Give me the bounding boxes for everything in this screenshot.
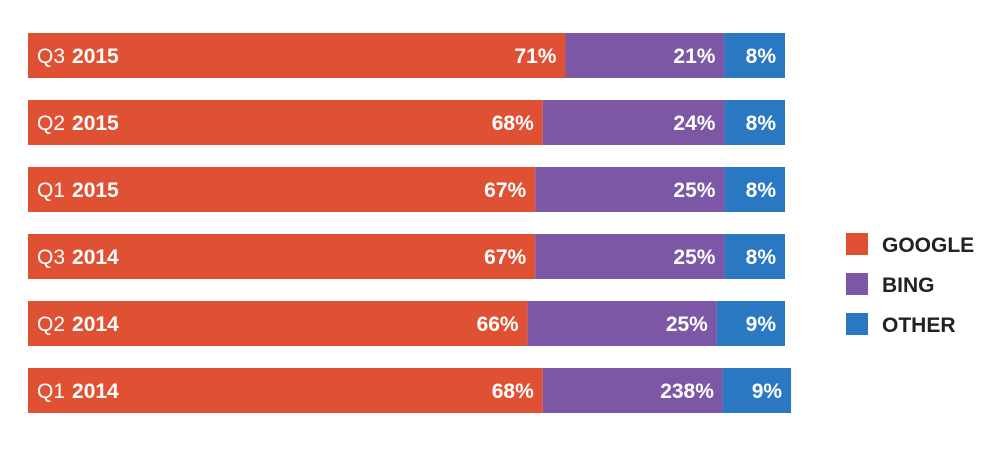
bar-segment-bing bbox=[527, 301, 717, 346]
bar-segment-bing bbox=[542, 368, 723, 413]
bar-row: 68% 24% 8% Q2 2015 bbox=[28, 100, 785, 145]
legend-label: GOOGLE bbox=[882, 234, 974, 257]
category-label: Q1 2014 bbox=[37, 380, 119, 403]
data-label: 8% bbox=[746, 112, 777, 135]
category-year: 2015 bbox=[72, 45, 119, 68]
category-year: 2014 bbox=[72, 313, 119, 336]
bar-segment-bing bbox=[542, 100, 725, 145]
bar-segment-other bbox=[722, 368, 792, 413]
category-year: 2015 bbox=[72, 112, 119, 135]
legend: GOOGLE BING OTHER bbox=[846, 233, 974, 337]
bar-segment-bing bbox=[535, 234, 725, 279]
legend-item-other: OTHER bbox=[846, 313, 956, 337]
bar-segment-google bbox=[28, 301, 528, 346]
category-quarter: Q2 bbox=[37, 112, 65, 135]
category-quarter: Q3 bbox=[37, 45, 65, 68]
data-label: 67% bbox=[484, 246, 526, 269]
category-quarter: Q1 bbox=[37, 179, 65, 202]
data-label: 8% bbox=[746, 179, 777, 202]
data-label: 238% bbox=[660, 380, 714, 403]
bar-row: 68% 238% 9% Q1 2014 bbox=[28, 368, 792, 413]
bar-row: 66% 25% 9% Q2 2014 bbox=[28, 301, 785, 346]
bar-segment-google bbox=[28, 100, 543, 145]
bar-segment-bing bbox=[565, 33, 725, 78]
bar-segment-google bbox=[28, 368, 543, 413]
category-label: Q3 2014 bbox=[37, 246, 119, 269]
bar-row: 67% 25% 8% Q1 2015 bbox=[28, 167, 785, 212]
data-label: 21% bbox=[673, 45, 715, 68]
bar-segment-other bbox=[724, 33, 785, 78]
bar-segment-google bbox=[28, 33, 566, 78]
bar-segment-other bbox=[716, 301, 785, 346]
legend-swatch bbox=[846, 313, 868, 335]
category-year: 2014 bbox=[72, 380, 119, 403]
data-label: 66% bbox=[477, 313, 519, 336]
legend-item-bing: BING bbox=[846, 273, 935, 297]
data-label: 25% bbox=[666, 313, 708, 336]
category-year: 2015 bbox=[72, 179, 119, 202]
bar-row: 71% 21% 8% Q3 2015 bbox=[28, 33, 785, 78]
bar-segment-bing bbox=[535, 167, 725, 212]
data-label: 25% bbox=[673, 246, 715, 269]
category-quarter: Q1 bbox=[37, 380, 65, 403]
category-label: Q3 2015 bbox=[37, 45, 119, 68]
bar-segment-google bbox=[28, 167, 536, 212]
bar-segment-google bbox=[28, 234, 536, 279]
legend-item-google: GOOGLE bbox=[846, 233, 974, 257]
data-label: 68% bbox=[492, 112, 534, 135]
bar-segment-other bbox=[724, 100, 785, 145]
legend-label: OTHER bbox=[882, 314, 956, 337]
category-label: Q2 2015 bbox=[37, 112, 119, 135]
data-label: 8% bbox=[746, 246, 777, 269]
data-label: 68% bbox=[492, 380, 534, 403]
legend-swatch bbox=[846, 273, 868, 295]
data-label: 9% bbox=[752, 380, 783, 403]
category-label: Q2 2014 bbox=[37, 313, 119, 336]
data-label: 24% bbox=[673, 112, 715, 135]
legend-label: BING bbox=[882, 274, 935, 297]
category-quarter: Q2 bbox=[37, 313, 65, 336]
legend-swatch bbox=[846, 233, 868, 255]
data-label: 71% bbox=[514, 45, 556, 68]
bar-segment-other bbox=[724, 234, 785, 279]
data-label: 8% bbox=[746, 45, 777, 68]
data-label: 25% bbox=[673, 179, 715, 202]
category-quarter: Q3 bbox=[37, 246, 65, 269]
bars-group: 71% 21% 8% Q3 2015 68% 24% 8% Q2 2015 67% 25% 8% Q1 20… bbox=[28, 33, 792, 413]
data-label: 9% bbox=[746, 313, 777, 336]
data-label: 67% bbox=[484, 179, 526, 202]
bar-row: 67% 25% 8% Q3 2014 bbox=[28, 234, 785, 279]
category-year: 2014 bbox=[72, 246, 119, 269]
bar-segment-other bbox=[724, 167, 785, 212]
category-label: Q1 2015 bbox=[37, 179, 119, 202]
